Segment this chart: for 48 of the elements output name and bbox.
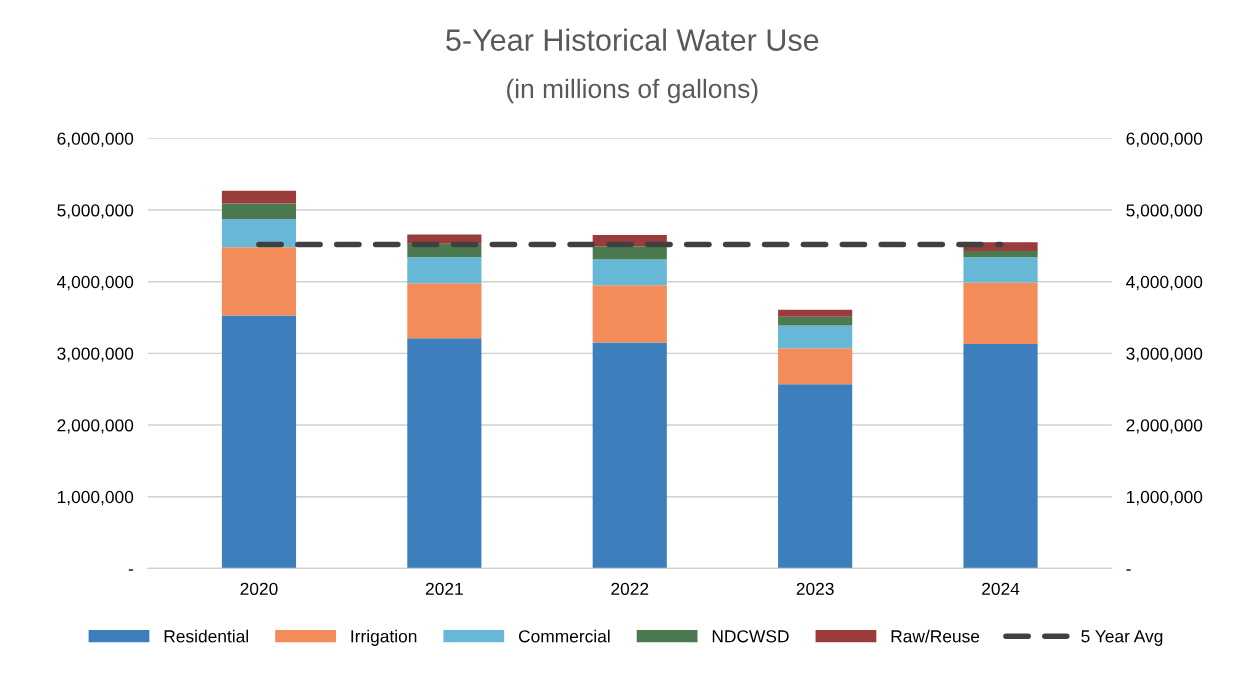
legend-label: 5 Year Avg [1081, 630, 1163, 646]
legend-label: Commercial [518, 629, 610, 643]
bar [778, 309, 853, 317]
bar [592, 285, 667, 343]
y2-tick-label: 2,000,000 [1126, 419, 1203, 434]
y2-tick-label: 4,000,000 [1126, 275, 1203, 291]
legend-label: NDCWSD [712, 630, 789, 643]
bar [592, 259, 667, 286]
y-tick-label: 6,000,000 [57, 132, 134, 147]
x-tick-label: 2023 [796, 582, 834, 595]
legend-label: Irrigation [351, 629, 417, 646]
y2-tick-label: 3,000,000 [1126, 347, 1203, 362]
y-tick-label: 3,000,000 [57, 347, 134, 362]
y2-tick-label: - [1126, 569, 1131, 571]
y-tick-label: 5,000,000 [57, 204, 134, 219]
bar [221, 219, 297, 248]
x-tick-label: 2024 [982, 582, 1020, 595]
y2-tick-label: 1,000,000 [1126, 490, 1203, 506]
bar [221, 190, 297, 204]
y2-tick-label: 6,000,000 [1126, 132, 1203, 147]
bar [221, 203, 297, 220]
bar [963, 250, 1038, 258]
bar [592, 342, 667, 569]
y2-tick-label: 5,000,000 [1126, 204, 1203, 219]
y-tick-label: 4,000,000 [57, 275, 134, 291]
bar [221, 247, 297, 316]
chart-title: 5-Year Historical Water Use [446, 28, 819, 51]
bar [963, 344, 1038, 569]
bar [592, 246, 667, 260]
bar [963, 257, 1038, 283]
bar [778, 316, 853, 326]
legend-label: Raw/Reuse [891, 629, 980, 643]
legend-label: Residential [164, 629, 249, 643]
y-tick-label: - [128, 569, 134, 571]
chart-subtitle: (in millions of gallons) [507, 78, 758, 104]
bar [407, 257, 482, 284]
bar [963, 282, 1038, 345]
x-tick-label: 2022 [611, 582, 649, 595]
bar [407, 283, 482, 339]
x-tick-label: 2020 [240, 582, 278, 595]
bar [778, 325, 853, 349]
bar [778, 348, 853, 385]
y-tick-label: 2,000,000 [57, 419, 134, 434]
y-tick-label: 1,000,000 [57, 490, 134, 506]
x-tick-label: 2021 [425, 582, 463, 595]
bar [407, 338, 482, 569]
bar [221, 315, 297, 569]
bar [778, 384, 853, 569]
